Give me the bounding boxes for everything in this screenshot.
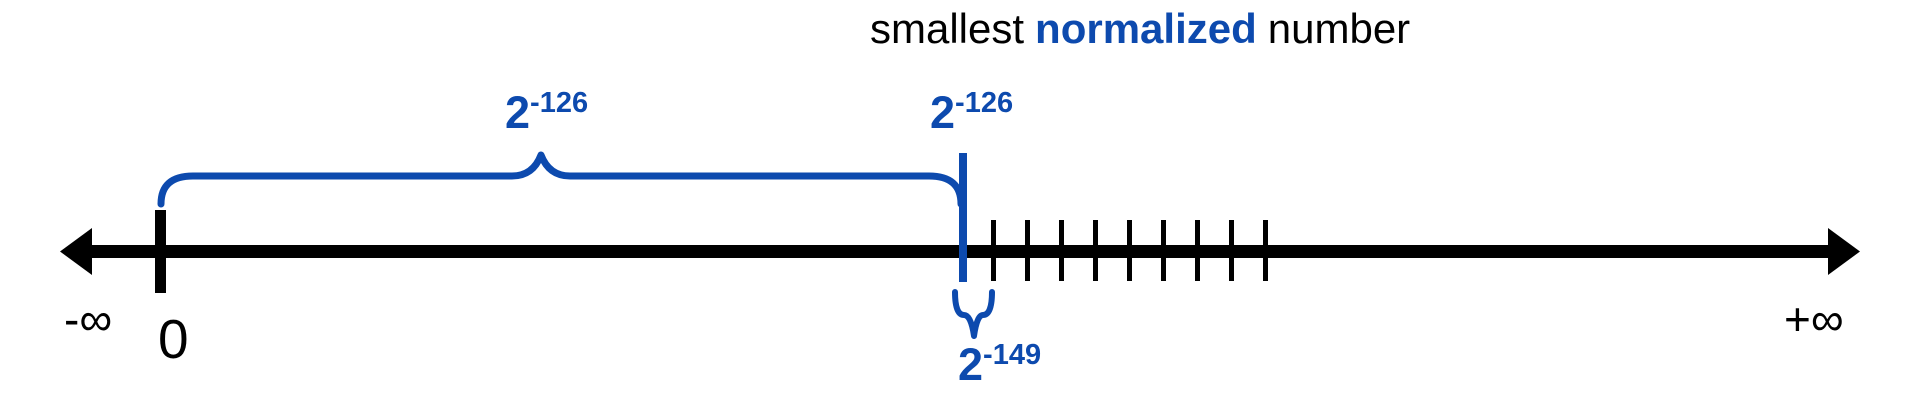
title-emphasis: normalized [1035,5,1257,52]
pos-infinity-label: +∞ [1784,293,1844,345]
subnormal-range-label: 2-126 [505,87,589,138]
tick-mark [1161,220,1166,281]
neg-infinity-label: -∞ [64,293,113,345]
tick-mark [1263,220,1268,281]
marker-label-base: 2 [930,87,956,138]
tick-mark [1195,220,1200,281]
zero-tick [155,210,166,293]
tick-mark [1127,220,1132,281]
zero-label: 0 [158,308,189,370]
title-suffix: number [1267,5,1411,52]
range-label-base: 2 [505,87,531,138]
title-prefix: smallest [870,5,1025,52]
tick-mark [991,220,996,281]
marker-label-exponent: -126 [955,87,1014,119]
smallest-normalized-label: 2-126 [930,87,1014,138]
gap-size-label: 2-149 [958,339,1042,390]
diagram-title: smallest normalized number [870,8,1410,50]
gap-label-exponent: -149 [983,339,1042,371]
gap-brace [952,289,995,339]
gap-label-base: 2 [958,339,984,390]
tick-mark [1059,220,1064,281]
number-line-axis [78,245,1834,258]
range-label-exponent: -126 [530,87,589,119]
smallest-normalized-marker [959,153,967,282]
tick-mark [1093,220,1098,281]
tick-mark [1229,220,1234,281]
subnormal-range-brace [157,151,965,208]
tick-mark [1025,220,1030,281]
